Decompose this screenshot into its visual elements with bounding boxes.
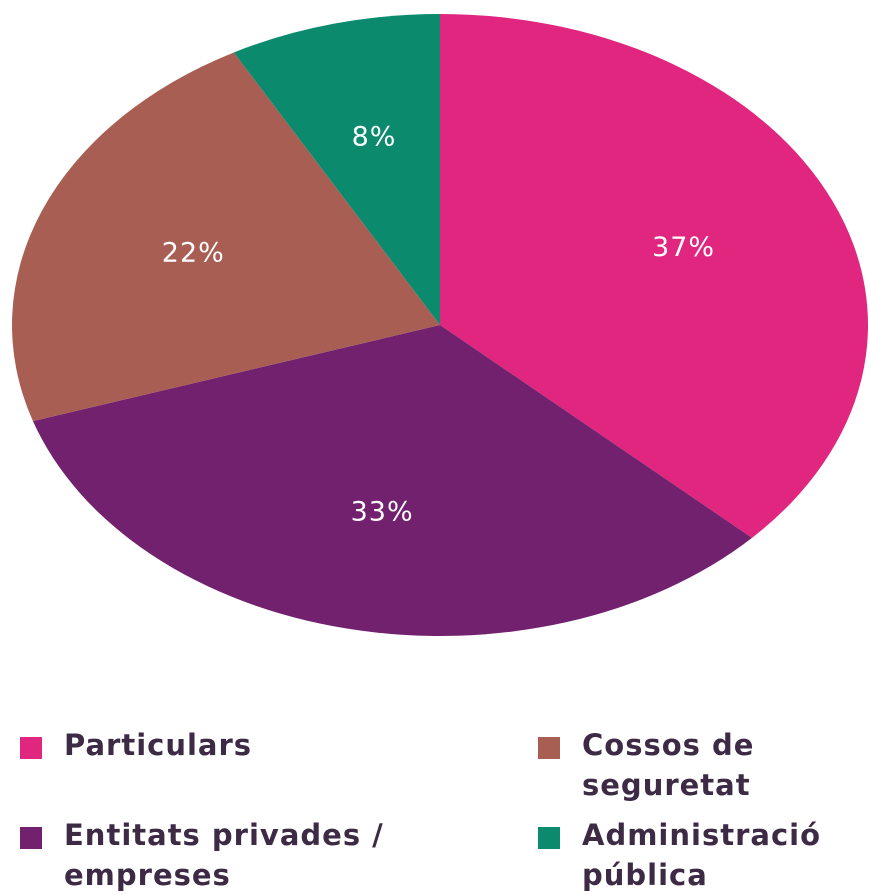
- slice-label: 37%: [652, 232, 715, 263]
- legend-label: Cossos de seguretat: [582, 728, 755, 802]
- legend-item: Particulars: [20, 725, 410, 765]
- legend-swatch: [538, 827, 560, 849]
- legend-item: Entitats privades / empreses: [20, 815, 410, 895]
- legend-swatch: [20, 827, 42, 849]
- pie-slice: [32, 325, 752, 636]
- pie-slice: [440, 14, 868, 538]
- pie-slice: [11, 52, 440, 422]
- pie-chart: 37% 33% 22% 8%: [11, 13, 868, 636]
- legend-swatch: [20, 737, 42, 759]
- slice-label: 22%: [162, 238, 225, 269]
- slice-label: 33%: [351, 497, 414, 528]
- legend-label: Administració pública: [582, 818, 821, 892]
- legend-item: Cossos de seguretat: [538, 725, 838, 805]
- legend-item: Administració pública: [538, 815, 838, 895]
- legend-label: Entitats privades / empreses: [64, 818, 384, 892]
- slice-label: 8%: [352, 122, 397, 153]
- legend-label: Particulars: [64, 728, 253, 762]
- legend-swatch: [538, 737, 560, 759]
- pie-slice: [233, 13, 440, 325]
